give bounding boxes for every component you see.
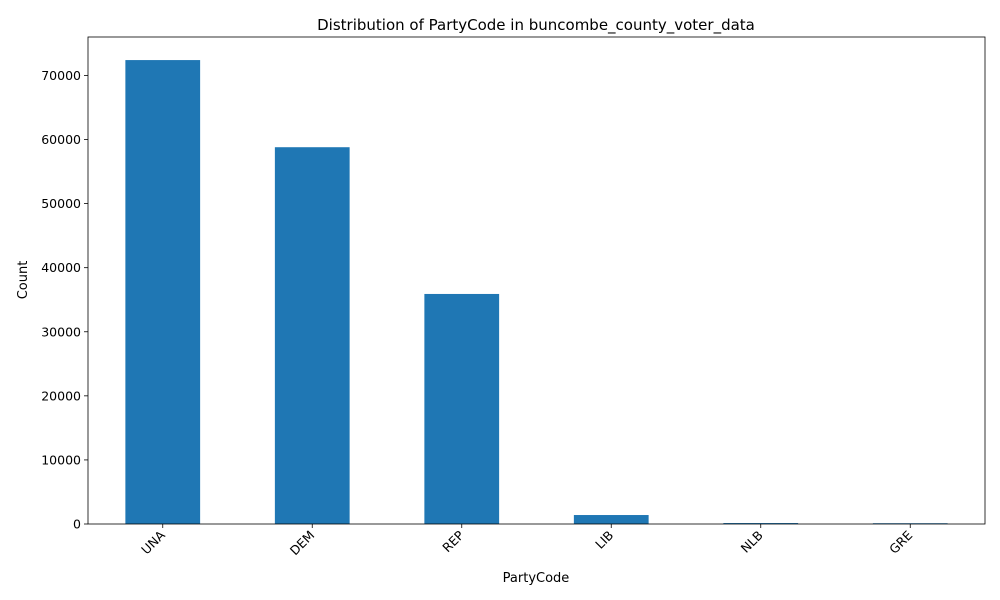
x-axis-ticks: UNA DEM REP LIB NLB GRE <box>138 524 915 558</box>
y-tick-label: 30000 <box>41 324 81 339</box>
x-tick-label: DEM <box>287 528 318 559</box>
y-tick-label: 70000 <box>41 68 81 83</box>
bar-rep <box>424 293 500 524</box>
y-axis-label: Count <box>16 261 31 300</box>
y-tick-label: 50000 <box>41 196 81 211</box>
x-tick-label: NLB <box>738 528 766 556</box>
bar-nlb <box>723 523 799 524</box>
y-tick-label: 20000 <box>41 388 81 403</box>
x-tick-label: LIB <box>592 528 616 552</box>
x-tick-label: GRE <box>886 527 915 556</box>
y-tick-label: 10000 <box>41 452 81 467</box>
bar-lib <box>573 515 649 524</box>
bar-una <box>125 60 201 524</box>
x-axis-label: PartyCode <box>503 571 570 586</box>
bar-dem <box>274 147 350 524</box>
plot-area <box>87 36 986 525</box>
y-tick-label: 0 <box>73 517 81 532</box>
y-axis-ticks: 0 10000 20000 30000 40000 50000 60000 70000 <box>41 68 88 532</box>
y-tick-label: 40000 <box>41 260 81 275</box>
x-tick-label: REP <box>439 527 467 555</box>
chart-title: Distribution of PartyCode in buncombe_co… <box>317 16 755 35</box>
plot-frame <box>87 36 986 525</box>
x-tick-label: UNA <box>138 527 168 557</box>
y-tick-label: 60000 <box>41 132 81 147</box>
